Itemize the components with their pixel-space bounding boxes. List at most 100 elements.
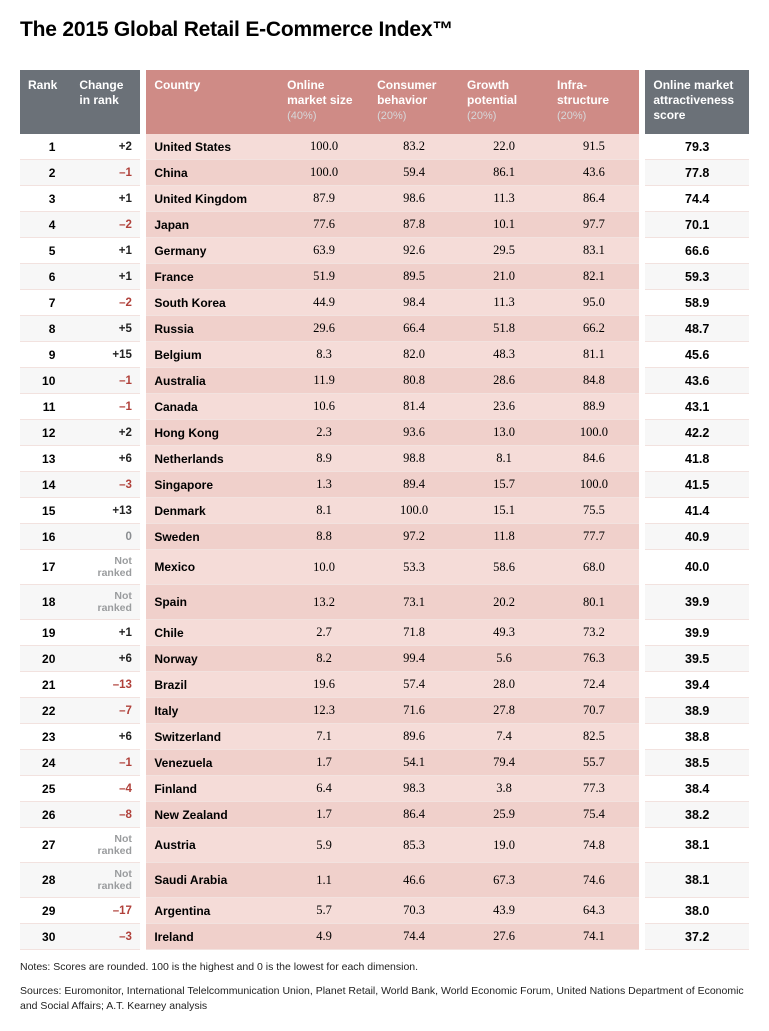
cell: 16 xyxy=(20,524,71,550)
cell: 45.6 xyxy=(645,342,749,368)
cell: 29.5 xyxy=(459,238,549,264)
cell: 29.6 xyxy=(279,316,369,342)
cell: Not ranked xyxy=(71,828,140,863)
cell: 77.6 xyxy=(279,212,369,238)
cell: Italy xyxy=(146,698,279,724)
col-behavior-label: Consumer behavior xyxy=(377,78,436,107)
table-row: 29–17Argentina5.770.343.964.338.0 xyxy=(20,898,749,924)
cell: 83.2 xyxy=(369,134,459,160)
table-row: 23+6Switzerland7.189.67.482.538.8 xyxy=(20,724,749,750)
cell: 91.5 xyxy=(549,134,639,160)
table-row: 14–3Singapore1.389.415.7100.041.5 xyxy=(20,472,749,498)
cell: –3 xyxy=(71,472,140,498)
cell: 66.6 xyxy=(645,238,749,264)
cell: 40.0 xyxy=(645,550,749,585)
ecommerce-index-table: Rank Change in rank Country Online marke… xyxy=(20,70,749,950)
cell: Canada xyxy=(146,394,279,420)
cell: United States xyxy=(146,134,279,160)
cell: 81.4 xyxy=(369,394,459,420)
cell: 8 xyxy=(20,316,71,342)
cell: New Zealand xyxy=(146,802,279,828)
cell: United Kingdom xyxy=(146,186,279,212)
cell: 43.1 xyxy=(645,394,749,420)
cell: –1 xyxy=(71,750,140,776)
cell: 21.0 xyxy=(459,264,549,290)
cell: 44.9 xyxy=(279,290,369,316)
cell: 3 xyxy=(20,186,71,212)
cell: 1.7 xyxy=(279,802,369,828)
col-growth-header: Growth potential (20%) xyxy=(459,70,549,134)
cell: 11.3 xyxy=(459,290,549,316)
cell: France xyxy=(146,264,279,290)
col-market-label: Online market size xyxy=(287,78,352,107)
cell: 1.7 xyxy=(279,750,369,776)
cell: 73.1 xyxy=(369,585,459,620)
cell: 1.3 xyxy=(279,472,369,498)
table-row: 24–1Venezuela1.754.179.455.738.5 xyxy=(20,750,749,776)
cell: 74.1 xyxy=(549,924,639,950)
cell: –7 xyxy=(71,698,140,724)
cell: 27.8 xyxy=(459,698,549,724)
cell: +13 xyxy=(71,498,140,524)
cell: 37.2 xyxy=(645,924,749,950)
cell: 59.4 xyxy=(369,160,459,186)
cell: 55.7 xyxy=(549,750,639,776)
cell: 25 xyxy=(20,776,71,802)
table-row: 5+1Germany63.992.629.583.166.6 xyxy=(20,238,749,264)
cell: 86.1 xyxy=(459,160,549,186)
cell: 74.4 xyxy=(645,186,749,212)
col-growth-sub: (20%) xyxy=(467,110,496,122)
cell: 13.0 xyxy=(459,420,549,446)
cell: 41.8 xyxy=(645,446,749,472)
cell: 19.0 xyxy=(459,828,549,863)
cell: 98.4 xyxy=(369,290,459,316)
cell: Mexico xyxy=(146,550,279,585)
table-row: 21–13Brazil19.657.428.072.439.4 xyxy=(20,672,749,698)
cell: 15 xyxy=(20,498,71,524)
cell: –3 xyxy=(71,924,140,950)
cell: 82.1 xyxy=(549,264,639,290)
cell: 98.8 xyxy=(369,446,459,472)
cell: +1 xyxy=(71,620,140,646)
cell: 74.8 xyxy=(549,828,639,863)
col-change-header: Change in rank xyxy=(71,70,140,134)
cell: Not ranked xyxy=(71,550,140,585)
cell: 39.5 xyxy=(645,646,749,672)
cell: 10.6 xyxy=(279,394,369,420)
cell: 8.1 xyxy=(279,498,369,524)
cell: 48.3 xyxy=(459,342,549,368)
cell: 9 xyxy=(20,342,71,368)
cell: 53.3 xyxy=(369,550,459,585)
cell: 58.9 xyxy=(645,290,749,316)
table-row: 6+1France51.989.521.082.159.3 xyxy=(20,264,749,290)
cell: Germany xyxy=(146,238,279,264)
table-row: 15+13Denmark8.1100.015.175.541.4 xyxy=(20,498,749,524)
cell: 6.4 xyxy=(279,776,369,802)
table-row: 10–1Australia11.980.828.684.843.6 xyxy=(20,368,749,394)
cell: 10.0 xyxy=(279,550,369,585)
header-row: Rank Change in rank Country Online marke… xyxy=(20,70,749,134)
cell: 80.1 xyxy=(549,585,639,620)
cell: 18 xyxy=(20,585,71,620)
cell: 5 xyxy=(20,238,71,264)
cell: 70.3 xyxy=(369,898,459,924)
cell: 74.6 xyxy=(549,863,639,898)
cell: 81.1 xyxy=(549,342,639,368)
cell: 1 xyxy=(20,134,71,160)
cell: 98.6 xyxy=(369,186,459,212)
table-row: 13+6Netherlands8.998.88.184.641.8 xyxy=(20,446,749,472)
cell: 39.4 xyxy=(645,672,749,698)
cell: 100.0 xyxy=(279,134,369,160)
cell: –13 xyxy=(71,672,140,698)
cell: 75.4 xyxy=(549,802,639,828)
cell: 80.8 xyxy=(369,368,459,394)
cell: –1 xyxy=(71,160,140,186)
cell: 51.8 xyxy=(459,316,549,342)
cell: 23 xyxy=(20,724,71,750)
cell: 26 xyxy=(20,802,71,828)
cell: 58.6 xyxy=(459,550,549,585)
cell: 38.2 xyxy=(645,802,749,828)
cell: 84.6 xyxy=(549,446,639,472)
cell: Switzerland xyxy=(146,724,279,750)
col-market-header: Online market size (40%) xyxy=(279,70,369,134)
